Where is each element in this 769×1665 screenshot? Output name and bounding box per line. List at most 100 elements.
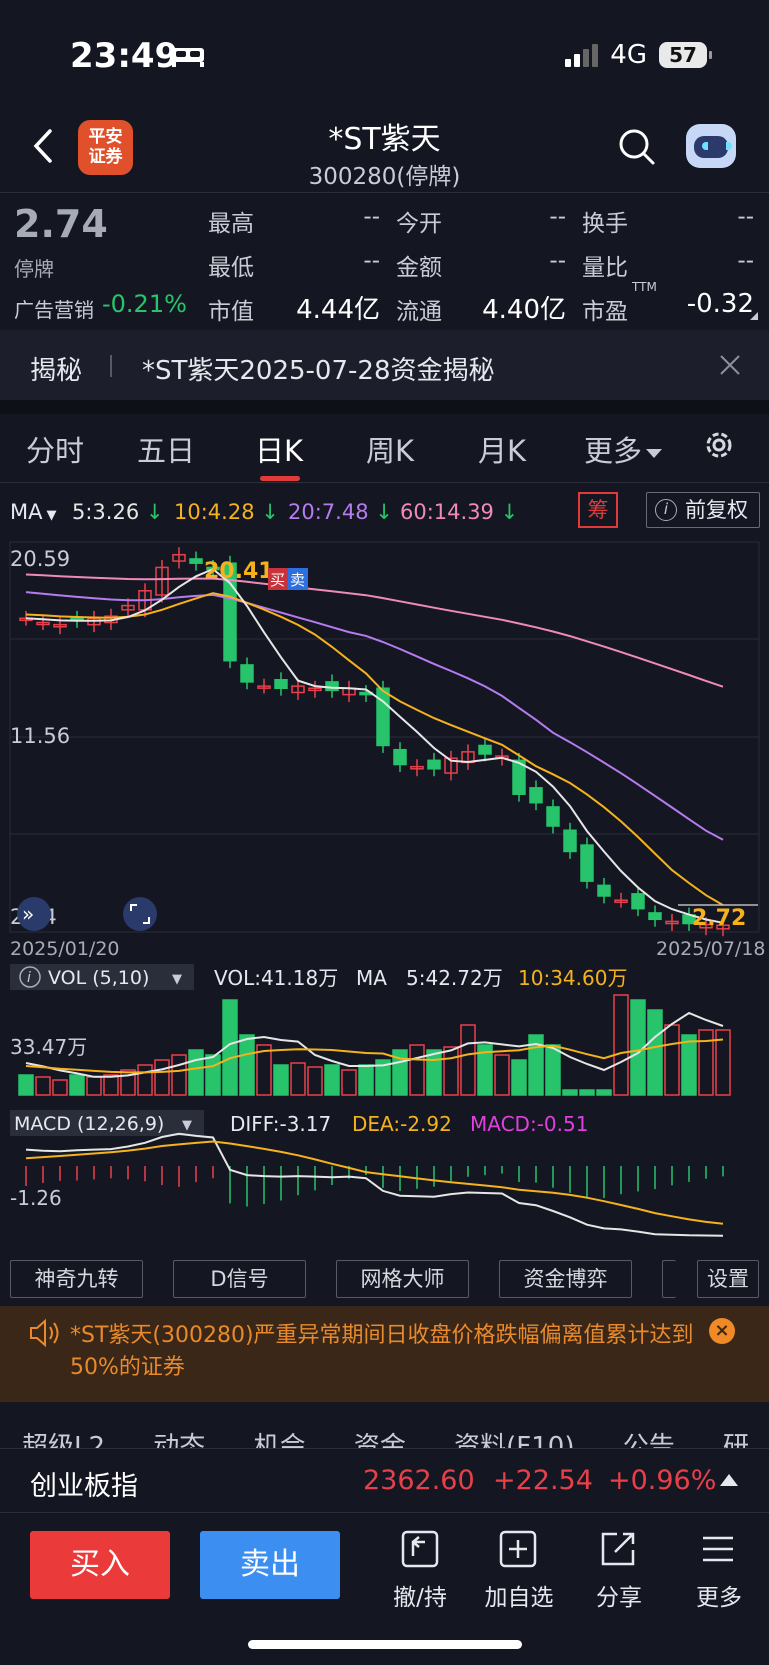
- lower-tab: 机会: [253, 1432, 306, 1448]
- volume-bar: [341, 1069, 357, 1096]
- add-watchlist-icon[interactable]: [488, 1528, 548, 1574]
- macd-value: MACD:-0.51: [470, 1112, 588, 1136]
- candle-body: [291, 685, 305, 694]
- buy-button[interactable]: 买入: [30, 1531, 170, 1599]
- candle-body: [444, 757, 458, 774]
- quote-label-turnover: 换手: [582, 211, 628, 237]
- candle-body: [240, 664, 254, 683]
- sell-button[interactable]: 卖出: [200, 1531, 340, 1599]
- index-ticker-bar[interactable]: [0, 1448, 769, 1512]
- candle-body: [36, 621, 50, 626]
- candle-body: [121, 604, 135, 611]
- volume-bar: [647, 1009, 663, 1096]
- fast-forward-icon[interactable]: »: [17, 897, 51, 931]
- reveal-tag: 揭秘: [30, 356, 83, 386]
- volume-bar: [137, 1064, 153, 1096]
- candle-body: [53, 623, 67, 628]
- volume-bar: [409, 1044, 425, 1096]
- lower-tab: 超级L2: [22, 1432, 106, 1448]
- buy-sell-marker[interactable]: 买 卖: [268, 568, 308, 590]
- ma10-line: [25, 592, 724, 906]
- status-time: 23:49: [70, 36, 179, 76]
- volume-bar: [290, 1062, 306, 1096]
- volume-bar: [596, 1089, 612, 1096]
- tab-more[interactable]: 更多: [584, 428, 663, 470]
- quote-value-volratio: --: [737, 248, 754, 274]
- volume-bar: [545, 1044, 561, 1096]
- volume-bar: [273, 1064, 289, 1096]
- chip-distribution-button[interactable]: 筹: [578, 492, 618, 528]
- indicator-fund-game[interactable]: 资金博弈: [499, 1260, 632, 1298]
- tab-five-day[interactable]: 五日: [137, 434, 196, 468]
- volume-bar: [375, 1059, 391, 1096]
- corner-expand-icon[interactable]: [750, 312, 758, 320]
- caret-down-icon: ▼: [46, 508, 57, 523]
- kline-chart-area[interactable]: 20.59 11.56 2.64 20.41 2.72 买 卖 » 2025/0…: [0, 540, 769, 1250]
- candle-body: [410, 765, 424, 770]
- sector-label[interactable]: 广告营销: [14, 298, 94, 322]
- risk-warning-bar[interactable]: [0, 1306, 769, 1402]
- section-gap: [0, 400, 769, 414]
- volume-bar: [681, 1034, 697, 1096]
- risk-warning-text: *ST紫天(300280)严重异常期间日收盘价格跌幅偏离值累计达到50%的证券: [70, 1323, 694, 1380]
- date-end: 2025/07/18: [656, 938, 766, 960]
- indicator-settings[interactable]: 设置: [697, 1260, 759, 1298]
- volume-bar: [86, 1076, 102, 1096]
- volume-bars: [18, 994, 731, 1096]
- indicator-grid-master[interactable]: 网格大师: [336, 1260, 469, 1298]
- fund-reveal-bar[interactable]: [0, 330, 769, 400]
- caret-down-icon: ▼: [182, 1118, 192, 1133]
- candle-body: [512, 759, 526, 795]
- info-icon: i: [655, 499, 677, 521]
- gear-icon[interactable]: [702, 428, 736, 466]
- share-label[interactable]: 分享: [596, 1585, 642, 1611]
- volume-bar: [460, 1024, 476, 1096]
- candle-body: [614, 899, 628, 903]
- indicator-overflow[interactable]: [662, 1260, 676, 1298]
- cancel-hold-icon[interactable]: [390, 1528, 450, 1574]
- candle-body: [563, 829, 577, 853]
- network-type: 4G: [610, 40, 647, 70]
- candle-body: [155, 566, 169, 596]
- broker-logo-text: 平安证券: [88, 127, 123, 167]
- fullscreen-icon[interactable]: [123, 897, 157, 931]
- indicator-d-signal[interactable]: D信号: [173, 1260, 306, 1298]
- volume-bar: [511, 1059, 527, 1096]
- tab-weekly-k[interactable]: 周K: [366, 434, 415, 468]
- reveal-text[interactable]: *ST紫天2025-07-28资金揭秘: [142, 356, 495, 386]
- candle-body: [546, 806, 560, 827]
- adjust-mode-label: 前复权: [685, 498, 748, 522]
- search-icon[interactable]: [618, 128, 656, 170]
- adjust-mode-button[interactable]: i 前复权: [646, 492, 760, 528]
- vol-value: VOL:41.18万: [214, 966, 338, 990]
- indicator-nine-turn[interactable]: 神奇九转: [10, 1260, 143, 1298]
- ma-selector[interactable]: MA ▼: [10, 500, 56, 524]
- lower-tabs[interactable]: 超级L2 动态 机会 资金 资料(F10) 公告 研: [22, 1426, 749, 1448]
- divider: [0, 1512, 769, 1513]
- menu-icon[interactable]: [688, 1528, 748, 1574]
- index-pct: +0.96%: [608, 1465, 717, 1496]
- cancel-hold-label[interactable]: 撤/持: [393, 1585, 447, 1611]
- assistant-robot-icon[interactable]: [686, 124, 736, 168]
- close-icon[interactable]: ×: [709, 1318, 735, 1344]
- volume-bar: [698, 1029, 714, 1096]
- caret-up-icon[interactable]: [720, 1474, 738, 1486]
- back-button[interactable]: [28, 128, 58, 164]
- macd-selector[interactable]: [10, 1110, 204, 1136]
- dea-line: [25, 1140, 724, 1225]
- vol-ma10-line: [25, 1038, 724, 1074]
- share-icon[interactable]: [588, 1528, 648, 1574]
- status-icons: 4G 57: [565, 40, 712, 70]
- add-watchlist-label[interactable]: 加自选: [484, 1585, 554, 1611]
- tab-monthly-k[interactable]: 月K: [478, 434, 527, 468]
- tab-daily-k[interactable]: 日K: [255, 434, 304, 468]
- close-icon[interactable]: [718, 350, 742, 385]
- vol-ma-label: MA: [356, 966, 387, 990]
- tab-intraday[interactable]: 分时: [26, 434, 85, 468]
- ma20-line: [25, 591, 724, 841]
- more-label[interactable]: 更多: [696, 1585, 742, 1611]
- macd-dea: DEA:-2.92: [352, 1112, 452, 1136]
- candle-body: [274, 679, 288, 690]
- vol-label: VOL (5,10): [48, 967, 149, 989]
- ma60-line: [25, 573, 724, 688]
